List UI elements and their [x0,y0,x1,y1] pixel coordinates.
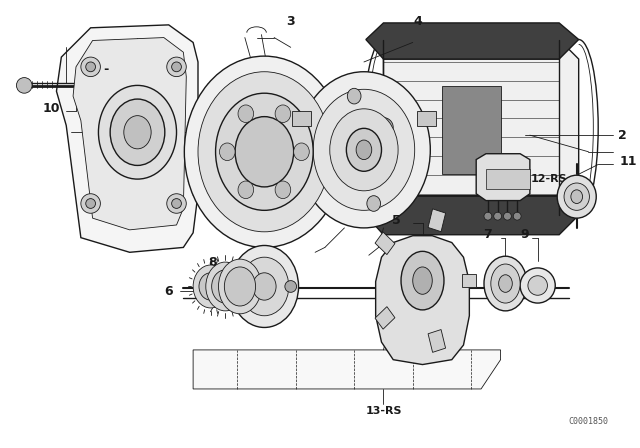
Text: 1 -: 1 - [91,63,109,76]
Bar [442,86,500,174]
Ellipse shape [356,140,372,159]
Ellipse shape [285,280,296,293]
Ellipse shape [206,262,245,311]
Ellipse shape [484,256,527,311]
Ellipse shape [238,105,253,122]
Ellipse shape [493,212,502,220]
Text: 6: 6 [164,285,173,298]
Ellipse shape [346,128,381,171]
Ellipse shape [366,110,401,145]
Ellipse shape [528,276,547,295]
Ellipse shape [571,190,582,203]
Ellipse shape [564,183,589,210]
Ellipse shape [275,181,291,198]
Polygon shape [376,236,469,365]
Ellipse shape [216,93,313,210]
Ellipse shape [167,194,186,213]
Ellipse shape [374,118,393,137]
Ellipse shape [99,86,177,179]
Text: 4: 4 [413,15,422,28]
Ellipse shape [212,270,239,303]
Polygon shape [375,232,395,254]
Ellipse shape [218,259,262,314]
Text: 7: 7 [484,228,492,241]
Polygon shape [73,38,186,230]
Ellipse shape [499,275,512,293]
Ellipse shape [367,196,381,211]
Ellipse shape [220,143,235,160]
Ellipse shape [110,99,165,165]
Polygon shape [366,23,579,59]
Ellipse shape [330,109,398,191]
Text: 9: 9 [521,228,529,241]
Polygon shape [476,154,530,201]
Polygon shape [461,274,476,288]
Ellipse shape [235,116,294,187]
Ellipse shape [81,194,100,213]
Polygon shape [428,209,445,232]
Polygon shape [366,196,579,235]
Ellipse shape [240,257,289,316]
Ellipse shape [86,62,95,72]
Ellipse shape [167,57,186,77]
Ellipse shape [275,105,291,122]
Ellipse shape [491,264,520,303]
Ellipse shape [230,246,298,327]
Text: 3: 3 [287,15,295,28]
Ellipse shape [172,62,181,72]
Bar [292,111,311,126]
Polygon shape [375,306,395,329]
Text: 10: 10 [43,102,60,115]
Text: 12-RS: 12-RS [531,174,568,184]
Polygon shape [428,330,445,352]
Polygon shape [56,25,198,252]
Ellipse shape [198,72,331,232]
Ellipse shape [401,251,444,310]
Text: 11: 11 [620,155,637,168]
Ellipse shape [86,198,95,208]
Ellipse shape [520,268,556,303]
Ellipse shape [199,273,223,300]
Text: 5: 5 [392,214,401,227]
Polygon shape [193,350,500,389]
Ellipse shape [298,72,430,228]
Text: 13-RS: 13-RS [365,406,402,416]
Ellipse shape [294,143,309,160]
Bar [417,111,436,126]
Ellipse shape [124,116,151,149]
Ellipse shape [348,88,361,104]
Ellipse shape [557,175,596,218]
Ellipse shape [225,267,255,306]
Ellipse shape [484,212,492,220]
Ellipse shape [238,181,253,198]
Ellipse shape [17,78,32,93]
Ellipse shape [253,273,276,300]
Ellipse shape [504,212,511,220]
Ellipse shape [184,56,344,247]
Polygon shape [383,39,579,215]
Ellipse shape [193,265,228,308]
Ellipse shape [513,212,521,220]
Ellipse shape [81,57,100,77]
Ellipse shape [172,198,181,208]
Ellipse shape [413,267,432,294]
Ellipse shape [313,89,415,210]
Text: 2: 2 [618,129,627,142]
Text: 8: 8 [209,255,217,268]
Bar [486,169,530,189]
Text: C0001850: C0001850 [568,417,609,426]
